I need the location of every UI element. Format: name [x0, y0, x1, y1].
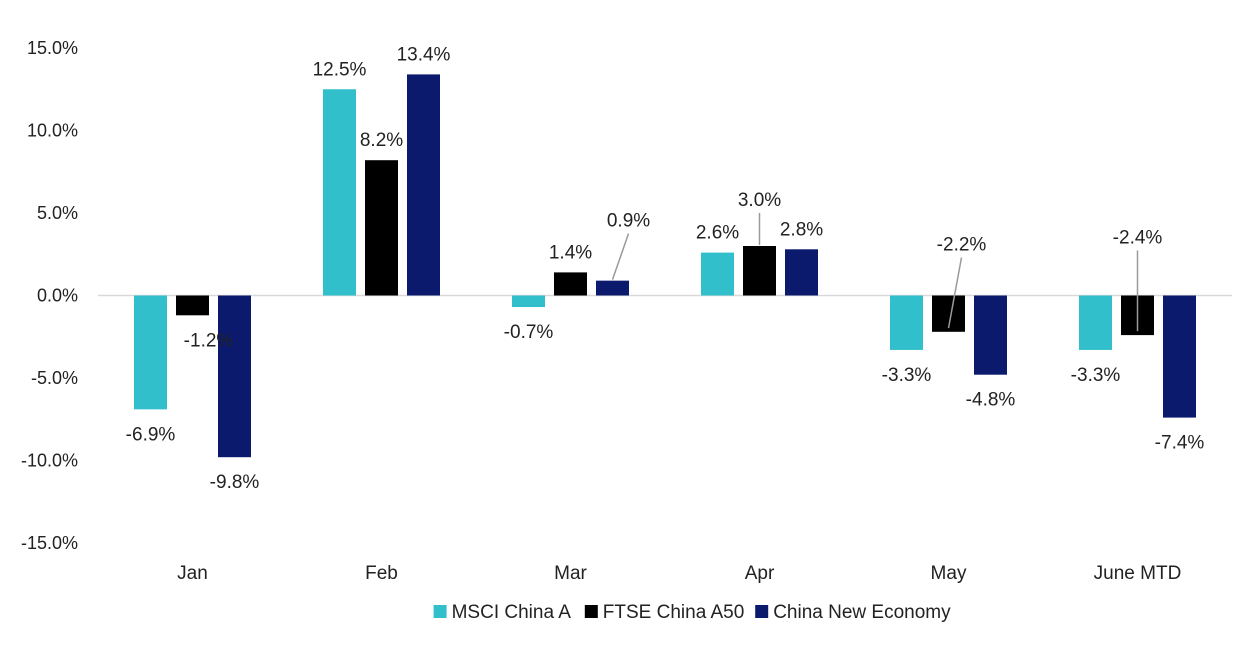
- data-label: -0.7%: [504, 322, 554, 343]
- legend-swatch: [433, 605, 447, 618]
- legend-label: MSCI China A: [452, 602, 572, 623]
- bar-msci-china-a-june-mtd: [1079, 295, 1112, 350]
- bars: [134, 74, 1196, 458]
- leader-lines: [611, 213, 1139, 332]
- data-label: 2.6%: [696, 223, 739, 244]
- y-tick-label: -5.0%: [31, 368, 78, 388]
- bar-msci-china-a-apr: [701, 252, 734, 296]
- x-tick-label: Jan: [177, 563, 208, 584]
- data-label: -7.4%: [1155, 433, 1205, 454]
- data-label: 1.4%: [549, 242, 592, 263]
- y-tick-label: -15.0%: [21, 533, 78, 553]
- bar-china-new-economy-apr: [785, 249, 818, 296]
- data-label: 0.9%: [607, 211, 650, 232]
- y-tick-label: 5.0%: [37, 203, 78, 223]
- bar-ftse-china-a50-jan: [176, 295, 209, 316]
- data-label: 3.0%: [738, 190, 781, 211]
- bar-msci-china-a-mar: [512, 295, 545, 308]
- x-tick-label: Feb: [365, 563, 398, 584]
- x-tick-label: May: [931, 563, 967, 584]
- data-label: -2.4%: [1113, 228, 1163, 249]
- x-axis: Jan Feb Mar Apr May June MTD: [177, 563, 1181, 584]
- label-leader-line: [611, 233, 630, 280]
- data-label: 8.2%: [360, 130, 403, 151]
- bar-ftse-china-a50-feb: [365, 160, 398, 296]
- bar-china-new-economy-june-mtd: [1163, 295, 1196, 418]
- legend: MSCI China A FTSE China A50 China New Econ…: [433, 602, 951, 623]
- bar-china-new-economy-may: [974, 295, 1007, 375]
- data-labels: -6.9% -1.2% -9.8% 12.5% 8.2% 13.4% -0.7% 1.4% 0.…: [126, 44, 1205, 493]
- y-tick-label: 15.0%: [27, 38, 78, 58]
- y-axis: 15.0% 10.0% 5.0% 0.0% -5.0% -10.0% -15.0%: [21, 38, 78, 553]
- data-label: 12.5%: [313, 59, 367, 80]
- bar-china-new-economy-jan: [218, 295, 251, 458]
- legend-label: FTSE China A50: [603, 602, 745, 623]
- data-label: -3.3%: [1071, 365, 1121, 386]
- legend-swatch: [584, 605, 598, 618]
- y-tick-label: -10.0%: [21, 451, 78, 471]
- bar-msci-china-a-jan: [134, 295, 167, 410]
- data-label: -4.8%: [966, 390, 1016, 411]
- bar-msci-china-a-may: [890, 295, 923, 350]
- x-tick-label: Apr: [745, 563, 775, 584]
- bar-ftse-china-a50-apr: [743, 246, 776, 296]
- x-tick-label: June MTD: [1094, 563, 1182, 584]
- data-label: 2.8%: [780, 219, 823, 240]
- y-tick-label: 10.0%: [27, 121, 78, 141]
- data-label: -1.2%: [184, 330, 234, 351]
- y-tick-label: 0.0%: [37, 286, 78, 306]
- legend-swatch: [755, 605, 769, 618]
- bar-ftse-china-a50-mar: [554, 272, 587, 296]
- legend-label: China New Economy: [773, 602, 951, 623]
- bar-msci-china-a-feb: [323, 89, 356, 296]
- label-leader-line: [947, 257, 963, 329]
- bar-china-new-economy-feb: [407, 74, 440, 296]
- bar-china-new-economy-mar: [596, 280, 629, 296]
- data-label: 13.4%: [397, 44, 451, 65]
- data-label: -6.9%: [126, 424, 176, 445]
- x-tick-label: Mar: [554, 563, 587, 584]
- data-label: -3.3%: [882, 365, 932, 386]
- data-label: -2.2%: [937, 235, 987, 256]
- data-label: -9.8%: [210, 472, 260, 493]
